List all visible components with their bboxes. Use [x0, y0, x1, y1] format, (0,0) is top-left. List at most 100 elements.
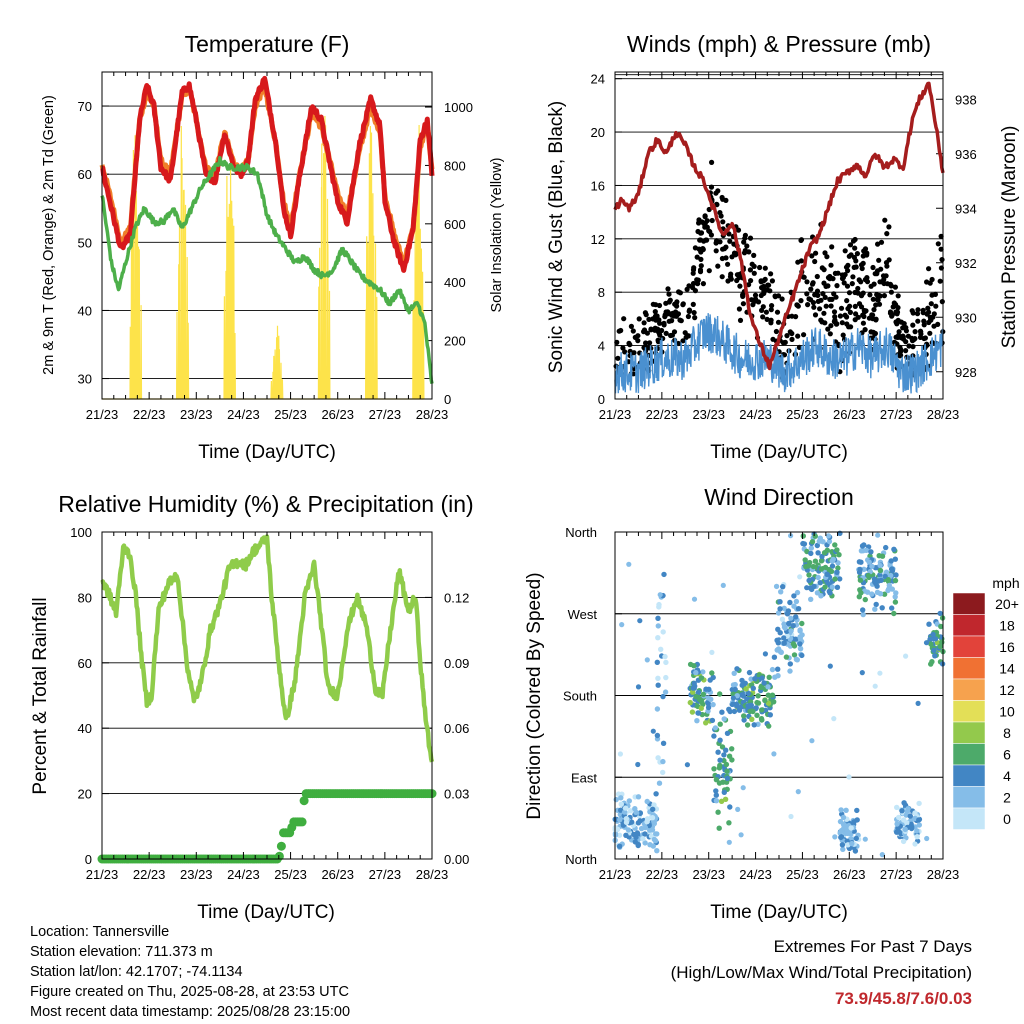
gust-point [852, 303, 858, 309]
gust-point [824, 254, 830, 260]
direction-point [865, 572, 872, 579]
rh-x-tick-label: 26/23 [321, 867, 354, 882]
speed-legend-swatch [952, 614, 986, 637]
direction-point [788, 615, 794, 621]
gust-point [737, 283, 743, 289]
direction-point [754, 699, 760, 706]
direction-point [635, 684, 642, 690]
gust-point [844, 283, 851, 289]
gust-point [675, 311, 682, 317]
gust-point [656, 302, 663, 309]
direction-point [623, 832, 629, 838]
gust-point [875, 297, 881, 303]
gust-point [846, 253, 852, 259]
temp-y-tick-label: 50 [78, 235, 92, 250]
temp-x-tick-label: 27/23 [369, 407, 402, 422]
gust-point [615, 355, 621, 361]
gust-point [682, 330, 688, 336]
direction-point [892, 599, 899, 605]
direction-point [861, 566, 867, 572]
gust-point [894, 341, 900, 347]
gust-point [858, 279, 864, 285]
direction-point [896, 814, 902, 821]
direction-point [735, 806, 741, 813]
direction-point [691, 680, 697, 686]
station-info: Location: Tannersville Station elevation… [30, 922, 350, 1022]
gust-point [912, 329, 918, 335]
direction-point [854, 807, 860, 814]
direction-point [663, 659, 669, 666]
direction-point [872, 606, 878, 612]
direction-point [727, 804, 733, 810]
gust-point [715, 263, 721, 269]
direction-point [886, 582, 892, 589]
gust-point [698, 263, 704, 269]
gust-point [828, 262, 834, 268]
direction-point [900, 838, 907, 845]
gust-point [875, 241, 881, 247]
wind-y-tick-label: 24 [591, 72, 605, 87]
direction-point [838, 807, 844, 813]
sonic-wind-line [614, 313, 944, 394]
direction-point [826, 538, 833, 545]
direction-point [740, 785, 746, 791]
direction-point [808, 550, 814, 557]
direction-point [837, 576, 843, 582]
speed-legend-label: 8 [1003, 725, 1011, 741]
direction-point [767, 712, 773, 718]
direction-point [754, 712, 760, 718]
direction-point [635, 761, 641, 768]
gust-point [931, 311, 937, 317]
direction-point [698, 675, 705, 681]
direction-point [777, 606, 783, 612]
gust-point [795, 303, 801, 309]
direction-point [727, 708, 733, 715]
direction-point [800, 533, 806, 539]
direction-point [750, 708, 756, 715]
gust-point [827, 296, 833, 302]
direction-point [836, 552, 842, 558]
gust-point [740, 301, 747, 307]
direction-point [839, 842, 846, 848]
gust-point [727, 238, 733, 244]
gust-point [798, 258, 805, 264]
direction-point [783, 654, 790, 660]
rh-y-tick-label: 40 [78, 721, 92, 736]
direction-point [650, 806, 656, 812]
direction-point [721, 716, 727, 722]
gust-point [798, 237, 804, 243]
direction-point [655, 623, 661, 629]
direction-point [687, 661, 694, 668]
direction-x-tick-label: 27/23 [880, 867, 913, 882]
direction-point [791, 643, 798, 649]
direction-point [868, 549, 874, 555]
direction-point [899, 808, 905, 814]
direction-title: Wind Direction [704, 484, 854, 510]
gust-point [844, 314, 850, 320]
direction-point [937, 643, 943, 650]
direction-point [617, 817, 623, 823]
direction-point [875, 578, 882, 584]
direction-point [860, 548, 866, 554]
gust-point [893, 319, 899, 325]
direction-point [777, 599, 783, 605]
gust-point [652, 326, 659, 332]
pressure-y2-tick-label: 936 [955, 147, 977, 162]
gust-point [784, 333, 790, 339]
direction-point [736, 707, 743, 713]
direction-point [808, 545, 814, 551]
gust-point [723, 197, 729, 203]
gust-point [903, 325, 909, 331]
gust-point [720, 219, 726, 225]
direction-point [802, 557, 808, 563]
gust-point [823, 303, 829, 309]
direction-point [622, 805, 629, 811]
gust-point [897, 344, 903, 350]
direction-point [938, 623, 944, 630]
direction-point [649, 827, 656, 833]
direction-point [657, 592, 663, 598]
winds-ylabel: Sonic Wind & Gust (Blue, Black) [546, 101, 567, 373]
direction-point [731, 670, 737, 676]
precip-y2-tick-label: 0.03 [444, 787, 469, 802]
rh-y-tick-label: 0 [85, 852, 92, 867]
